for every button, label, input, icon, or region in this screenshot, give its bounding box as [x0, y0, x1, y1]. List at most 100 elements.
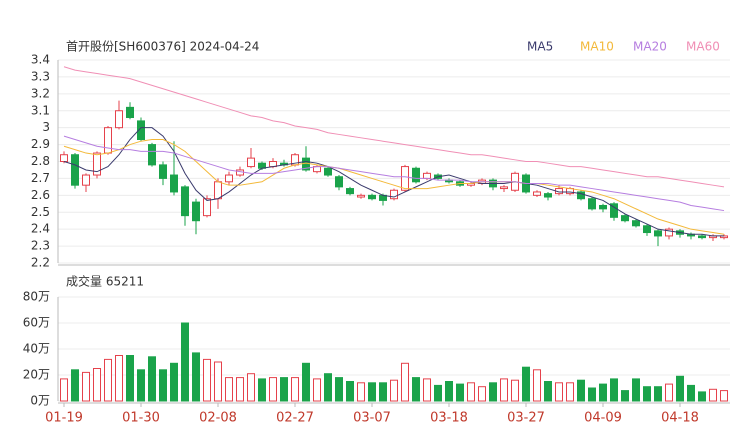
volume-bar [555, 382, 563, 402]
candle-body [203, 198, 211, 217]
volume-bar [533, 369, 541, 402]
volume-title: 成交量 65211 [66, 274, 144, 289]
volume-bar [269, 377, 277, 402]
volume-bar [687, 384, 695, 402]
volume-bar [500, 378, 508, 402]
volume-bar [291, 377, 299, 402]
candle-body [654, 230, 662, 237]
candle-body [599, 204, 607, 210]
y-tick-label: 2.7 [31, 171, 50, 185]
volume-bar [71, 369, 79, 402]
ma-line [63, 127, 724, 237]
volume-bar [489, 382, 497, 402]
volume-bar [148, 356, 156, 402]
volume-bar [159, 369, 167, 402]
candle-body [60, 154, 68, 163]
y-tick-label: 0万 [30, 394, 50, 408]
x-tick-label: 04-09 [584, 411, 622, 426]
y-tick-label: 3.3 [31, 69, 50, 83]
candle-body [137, 120, 145, 141]
volume-bar [511, 379, 519, 402]
candle-body [643, 225, 651, 234]
candle-body [346, 188, 354, 195]
volume-bar [93, 368, 101, 402]
volume-bar [390, 379, 398, 402]
y-tick-label: 3.4 [31, 53, 50, 67]
ma-line [63, 139, 725, 235]
candle-body [181, 186, 189, 217]
volume-bar [247, 373, 255, 402]
chart-title: 首开股份[SH600376] 2024-04-24 [66, 40, 259, 54]
ma-line [63, 66, 725, 188]
candle-body [104, 127, 112, 154]
candle-body [192, 201, 200, 222]
volume-bar [313, 378, 321, 402]
y-tick-label: 3.2 [31, 86, 50, 100]
candle-body [423, 172, 431, 179]
y-tick-label: 60万 [23, 316, 50, 330]
volume-bar [610, 378, 618, 402]
volume-bar [720, 390, 728, 402]
candle-body [577, 191, 585, 200]
candle-body [357, 194, 365, 198]
volume-bar [137, 369, 145, 402]
candle-body [159, 164, 167, 179]
y-tick-label: 2.2 [31, 256, 50, 270]
candle-body [368, 194, 376, 200]
volume-bar [225, 377, 233, 402]
volume-bar [588, 387, 596, 402]
volume-bar [115, 355, 123, 402]
x-tick-label: 03-18 [430, 411, 468, 426]
candle-body [82, 174, 90, 186]
volume-bar [60, 378, 68, 402]
y-tick-label: 3 [42, 120, 50, 134]
candle-body [698, 235, 706, 239]
y-tick-label: 2.9 [31, 137, 50, 151]
volume-bar [423, 378, 431, 402]
y-tick-label: 2.4 [31, 222, 50, 236]
candle-body [93, 152, 101, 176]
volume-bar [632, 378, 640, 402]
volume-bar [302, 362, 310, 402]
candle-body [500, 186, 508, 190]
y-tick-label: 40万 [23, 342, 50, 356]
volume-bar [654, 386, 662, 402]
candle-body [610, 203, 618, 218]
candle-body [214, 181, 222, 200]
volume-bar [544, 381, 552, 402]
candle-body [126, 106, 134, 119]
candle-body [247, 157, 255, 168]
volume-bar [445, 381, 453, 402]
volume-bar [203, 358, 211, 402]
y-tick-label: 80万 [23, 290, 50, 304]
candle-body [401, 166, 409, 191]
volume-bar [434, 384, 442, 402]
volume-bar [82, 371, 90, 402]
candle-body [225, 174, 233, 183]
candle-body [665, 228, 673, 237]
volume-bar [379, 382, 387, 402]
volume-bar [643, 386, 651, 402]
y-tick-label: 2.5 [31, 205, 50, 219]
volume-bar [698, 391, 706, 402]
x-tick-label: 02-08 [199, 411, 237, 426]
candle-body [533, 191, 541, 196]
volume-bar [104, 358, 112, 402]
candle-body [148, 144, 156, 166]
volume-bar [467, 382, 475, 402]
candle-body [324, 167, 332, 176]
volume-bar [126, 355, 134, 402]
volume-bar [709, 388, 717, 402]
volume-bar [324, 373, 332, 402]
legend-entry: MA5 [527, 40, 553, 54]
candle-body [390, 189, 398, 200]
volume-bar [478, 386, 486, 402]
volume-bar [357, 382, 365, 402]
y-tick-label: 20万 [23, 368, 50, 382]
candle-body [621, 215, 629, 222]
y-tick-label: 2.6 [31, 188, 50, 202]
candle-body [544, 193, 552, 198]
x-tick-label: 02-27 [276, 411, 314, 426]
volume-bar [676, 375, 684, 402]
